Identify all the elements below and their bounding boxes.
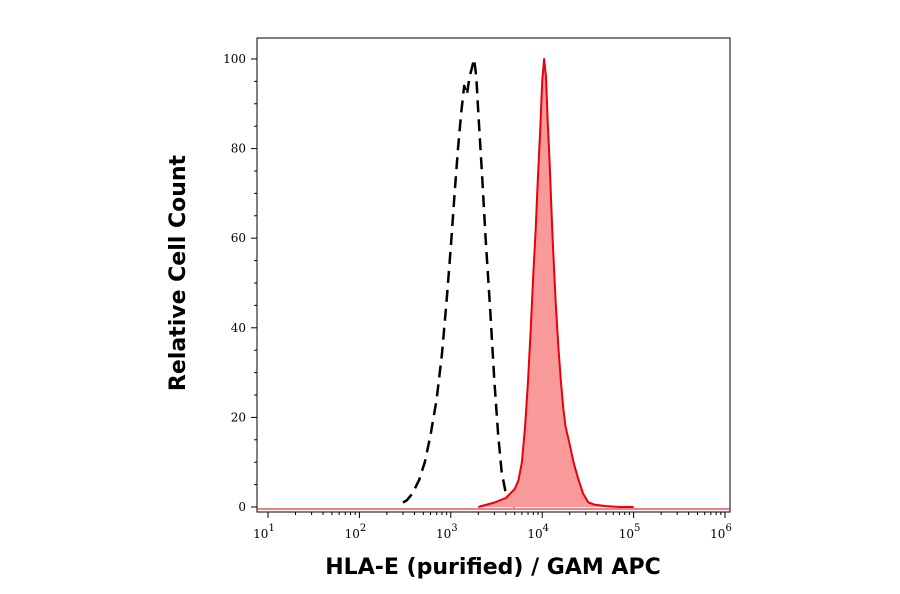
x-axis: 101 102 103 104 105 106 <box>253 512 732 541</box>
series-line-1 <box>478 58 634 508</box>
x-tick-base: 10 <box>253 527 268 541</box>
x-tick-label: 101 <box>253 523 275 541</box>
x-tick-base: 10 <box>710 527 725 541</box>
series-fill-1 <box>478 59 634 507</box>
x-tick-exponent: 5 <box>634 523 640 534</box>
x-tick-label: 105 <box>619 523 641 541</box>
y-tick-label: 40 <box>231 321 246 335</box>
y-tick-label: 20 <box>231 410 246 424</box>
x-tick-label: 106 <box>710 523 732 541</box>
y-axis-title: Relative Cell Count <box>166 154 191 391</box>
y-tick-label: 80 <box>231 142 246 156</box>
series-layer <box>257 57 730 510</box>
x-tick-exponent: 4 <box>543 523 549 534</box>
x-axis-title: HLA-E (purified) / GAM APC <box>325 555 660 580</box>
plot-frame <box>256 37 731 513</box>
x-tick-exponent: 1 <box>268 523 274 534</box>
x-tick-base: 10 <box>345 527 360 541</box>
x-tick-base: 10 <box>619 527 634 541</box>
x-tick-base: 10 <box>527 527 542 541</box>
x-tick-label: 103 <box>436 523 458 541</box>
y-tick-label: 0 <box>238 500 246 514</box>
x-tick-exponent: 2 <box>360 523 366 534</box>
x-tick-label: 102 <box>345 523 367 541</box>
x-tick-base: 10 <box>436 527 451 541</box>
x-tick-exponent: 3 <box>451 523 457 534</box>
series-line-0 <box>402 57 516 508</box>
y-tick-label: 100 <box>223 52 246 66</box>
x-tick-label: 104 <box>527 523 549 541</box>
x-tick-exponent: 6 <box>725 523 731 534</box>
y-axis: 0 20 40 60 80 100 <box>223 52 257 514</box>
y-tick-label: 60 <box>231 231 246 245</box>
